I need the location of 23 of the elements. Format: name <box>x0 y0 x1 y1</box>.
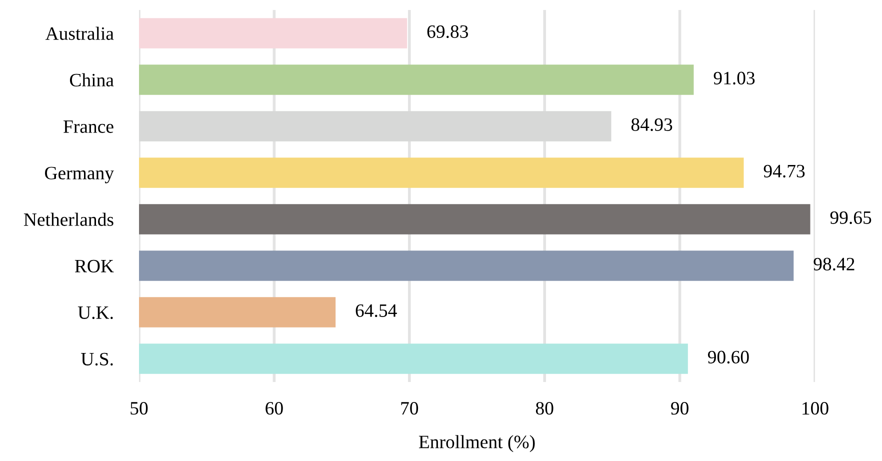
y-tick-label: Australia <box>45 26 114 40</box>
x-axis-title: Enrollment (%) <box>418 435 535 452</box>
data-label: 91.03 <box>714 72 755 85</box>
y-tick-label: U.S. <box>81 352 113 366</box>
x-tick-label: 100 <box>802 402 828 415</box>
data-label: 84.93 <box>631 118 672 132</box>
x-tick-label: 60 <box>266 402 283 415</box>
x-tick-label: 70 <box>401 402 418 415</box>
y-tick-label: Germany <box>45 166 114 184</box>
data-label: 94.73 <box>764 164 805 178</box>
y-tick-label: ROK <box>74 260 114 272</box>
y-tick-label: China <box>70 73 114 86</box>
x-tick-label: 80 <box>536 402 554 415</box>
data-label: 69.83 <box>427 25 468 38</box>
y-tick-label: U.K. <box>78 306 113 320</box>
data-label: 90.60 <box>708 350 749 364</box>
data-label: 64.54 <box>356 304 397 318</box>
x-tick-label: 50 <box>130 402 148 415</box>
data-label: 98.42 <box>814 258 854 271</box>
data-label: 99.65 <box>830 211 872 224</box>
y-tick-label: Netherlands <box>24 212 114 226</box>
y-tick-label: France <box>64 120 114 133</box>
x-tick-label: 90 <box>671 402 688 415</box>
